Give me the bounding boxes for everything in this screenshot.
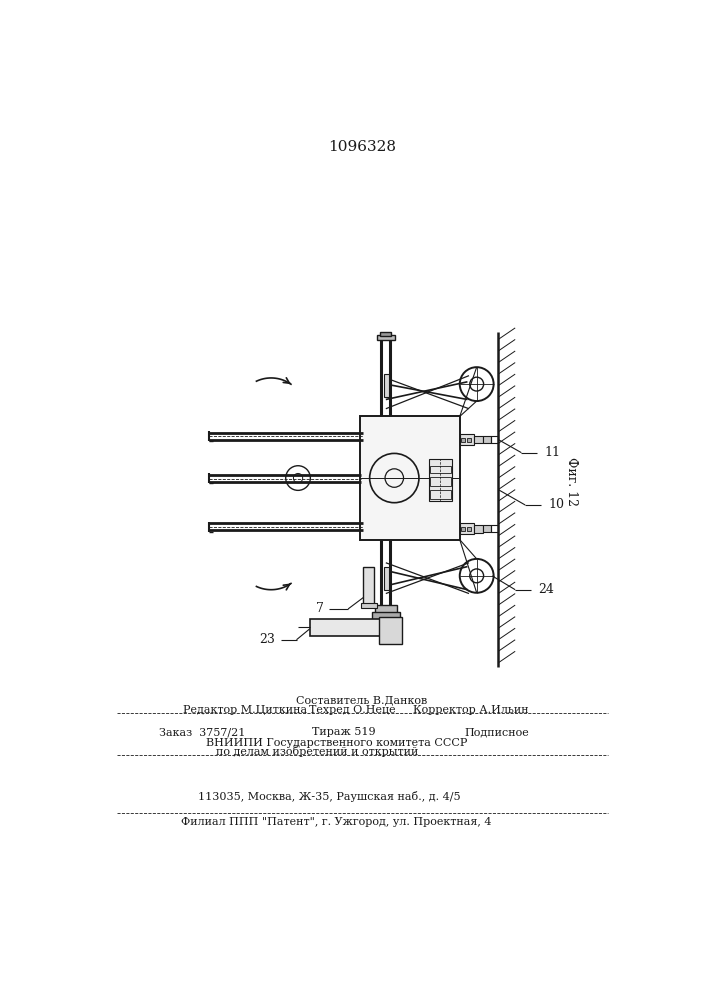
Text: 10: 10 (549, 498, 564, 512)
Bar (377, 335, 395, 340)
Text: 23: 23 (259, 633, 275, 646)
Text: ВНИИПИ Государственного комитета СССР: ВНИИПИ Государственного комитета СССР (206, 738, 467, 748)
Bar (383, 567, 389, 590)
Text: Корректор А.Ильин: Корректор А.Ильин (414, 705, 529, 715)
Bar (375, 605, 397, 613)
Bar (372, 612, 399, 620)
Bar (360, 416, 460, 540)
Bar (431, 466, 450, 473)
Bar (483, 436, 491, 443)
Text: Подписное: Подписное (464, 727, 529, 737)
Bar (363, 567, 374, 605)
Bar (491, 436, 498, 443)
Bar (491, 525, 498, 532)
Bar (467, 527, 472, 531)
Bar (429, 459, 452, 501)
Bar (467, 438, 472, 442)
Bar (474, 525, 483, 533)
Text: Фиг. 12: Фиг. 12 (565, 457, 578, 506)
Bar (383, 374, 389, 397)
Text: Техред О.Неце: Техред О.Неце (309, 705, 395, 715)
Bar (461, 438, 465, 442)
Text: по делам изобретений и открытий: по делам изобретений и открытий (216, 746, 419, 757)
Text: Тираж 519: Тираж 519 (312, 727, 376, 737)
Bar (310, 619, 387, 636)
Text: 1096328: 1096328 (328, 140, 396, 154)
Bar (361, 603, 377, 608)
Text: Составитель В.Данков: Составитель В.Данков (296, 696, 428, 706)
Bar (461, 527, 465, 531)
Text: 7: 7 (315, 602, 324, 615)
Bar (379, 617, 402, 644)
Bar (474, 436, 483, 443)
Text: 24: 24 (538, 583, 554, 596)
Text: 113035, Москва, Ж-35, Раушская наб., д. 4/5: 113035, Москва, Ж-35, Раушская наб., д. … (197, 791, 460, 802)
Bar (460, 434, 474, 445)
Text: Филиал ППП "Патент", г. Ужгород, ул. Проектная, 4: Филиал ППП "Патент", г. Ужгород, ул. Про… (181, 817, 492, 827)
Text: Редактор М.Циткина: Редактор М.Циткина (182, 705, 307, 715)
Bar (483, 525, 491, 532)
Bar (431, 490, 450, 499)
Bar (380, 332, 391, 336)
Text: Заказ  3757/21: Заказ 3757/21 (160, 727, 246, 737)
Bar (460, 523, 474, 534)
Text: 11: 11 (544, 446, 561, 459)
Bar (431, 477, 450, 486)
